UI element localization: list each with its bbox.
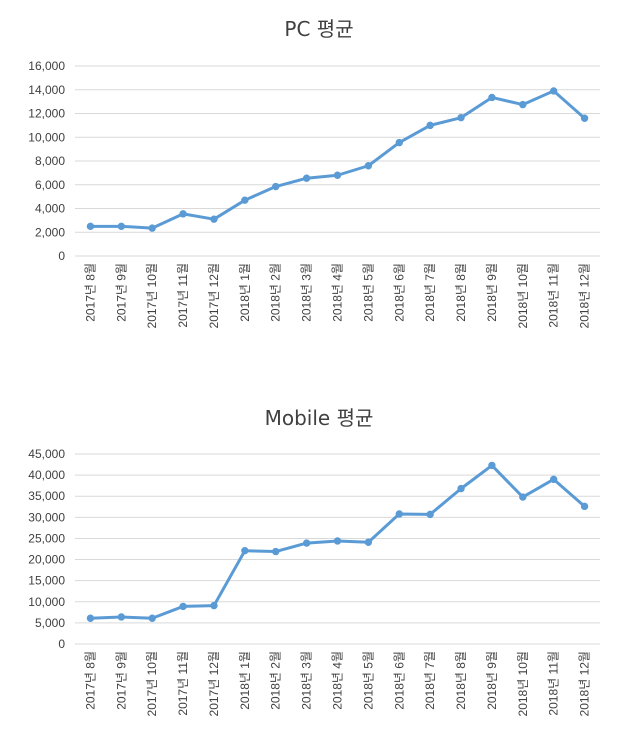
data-point: [148, 614, 156, 622]
x-tick-label: 2018년 3월: [300, 651, 314, 710]
data-point: [580, 502, 589, 511]
data-point: [580, 114, 589, 122]
x-tick-label: 2018년 4월: [331, 263, 345, 322]
mobile-average-chart-svg: Mobile 평균 0 5,000 10,000 15,000 20,000 25,000…: [28, 406, 600, 716]
x-tick-label: 2018년 8월: [454, 263, 468, 322]
x-tick-label: 2018년 6월: [392, 651, 406, 710]
x-tick-label: 2017년 9월: [114, 263, 128, 322]
x-tick-label: 2017년 8월: [83, 263, 97, 322]
y-tick-label: 15,000: [28, 574, 65, 588]
y-tick-label: 14,000: [28, 83, 65, 97]
y-tick-label: 0: [58, 249, 65, 263]
x-tick-label: 2018년 2월: [269, 651, 283, 710]
data-point: [426, 510, 434, 519]
x-tick-label: 2018년 7월: [423, 263, 437, 322]
x-tick-label: 2018년 10월: [516, 651, 530, 716]
series-line: [88, 89, 587, 230]
x-tick-label: 2018년 5월: [361, 263, 375, 322]
data-point: [302, 539, 311, 547]
x-tick-label: 2018년 12월: [578, 651, 592, 716]
data-point: [302, 174, 311, 182]
y-tick-label: 40,000: [28, 468, 65, 482]
x-tick-label: 2017년 11월: [176, 263, 190, 328]
y-tick-label: 2,000: [35, 225, 65, 239]
x-tick-label: 2018년 1월: [238, 263, 252, 322]
x-tick-label: 2018년 9월: [485, 651, 499, 710]
y-tick-label: 10,000: [28, 130, 65, 144]
x-tick-label: 2018년 11월: [547, 263, 561, 328]
data-point: [117, 613, 126, 621]
data-point: [519, 493, 527, 501]
data-point: [210, 215, 218, 223]
data-point: [179, 602, 187, 611]
data-point: [210, 601, 218, 610]
data-point: [179, 210, 187, 218]
x-tick-label: 2018년 9월: [485, 263, 499, 322]
x-tick-label: 2018년 3월: [300, 263, 314, 322]
data-point: [395, 510, 403, 518]
data-point: [457, 113, 465, 122]
x-tick-label: 2017년 8월: [83, 651, 97, 710]
data-point: [395, 138, 403, 147]
data-point: [272, 182, 280, 191]
data-point: [333, 537, 342, 545]
y-tick-label: 4,000: [35, 202, 65, 216]
mobile-average-chart: Mobile 평균 0 5,000 10,000 15,000 20,000 25,000…: [0, 372, 638, 744]
x-tick-label: 2018년 2월: [269, 263, 283, 322]
x-tick-label: 2017년 10월: [145, 651, 159, 716]
y-tick-label: 35,000: [28, 489, 65, 503]
x-tick-label: 2018년 8월: [454, 651, 468, 710]
y-tick-label: 5,000: [35, 616, 65, 630]
y-tick-label: 30,000: [28, 510, 65, 524]
data-point: [117, 222, 126, 231]
data-point: [519, 100, 527, 109]
x-tick-label: 2018년 4월: [331, 651, 345, 710]
chart-title: PC 평균: [284, 17, 353, 41]
data-point: [333, 171, 342, 179]
data-point: [241, 196, 249, 204]
y-tick-label: 8,000: [35, 154, 65, 168]
x-tick-label: 2018년 1월: [238, 651, 252, 710]
chart-title: Mobile 평균: [265, 406, 374, 430]
y-tick-label: 16,000: [28, 59, 65, 73]
x-tick-label: 2018년 7월: [423, 651, 437, 710]
data-point: [86, 222, 95, 231]
x-tick-label: 2017년 10월: [145, 263, 159, 328]
y-tick-label: 10,000: [28, 595, 65, 609]
data-point: [549, 87, 558, 95]
y-tick-label: 45,000: [28, 447, 65, 461]
y-tick-label: 25,000: [28, 531, 65, 545]
x-tick-label: 2018년 5월: [361, 651, 375, 710]
data-point: [86, 614, 95, 622]
x-tick-label: 2017년 11월: [176, 651, 190, 716]
data-point: [488, 461, 496, 470]
pc-average-chart-svg: PC 평균 0 2,000 4,000 6,000 8,000 10,000 12,000 1…: [28, 17, 600, 328]
x-tick-label: 2018년 12월: [578, 263, 592, 328]
data-point: [272, 547, 280, 556]
y-tick-label: 0: [58, 637, 65, 651]
x-tick-label: 2018년 10월: [516, 263, 530, 328]
x-tick-label: 2017년 9월: [114, 651, 128, 710]
x-tick-label: 2018년 6월: [392, 263, 406, 322]
data-point: [241, 546, 249, 555]
x-tick-label: 2017년 12월: [207, 651, 221, 716]
x-tick-label: 2017년 12월: [207, 263, 221, 328]
data-point: [364, 162, 373, 170]
data-point: [148, 224, 156, 232]
y-tick-label: 20,000: [28, 553, 65, 567]
pc-average-chart: PC 평균 0 2,000 4,000 6,000 8,000 10,000 12,000 1…: [28, 17, 600, 328]
data-point: [457, 484, 465, 493]
x-tick-label: 2018년 11월: [547, 651, 561, 716]
data-point: [364, 538, 373, 546]
data-point: [426, 121, 434, 130]
data-point: [549, 475, 558, 484]
y-tick-label: 12,000: [28, 107, 65, 121]
data-point: [488, 93, 496, 102]
y-tick-label: 6,000: [35, 178, 65, 192]
